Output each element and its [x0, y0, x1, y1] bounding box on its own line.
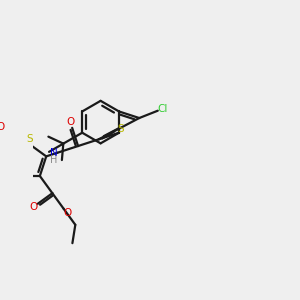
Text: H: H: [50, 155, 58, 165]
Text: Cl: Cl: [157, 104, 167, 114]
Text: N: N: [50, 148, 58, 158]
Text: S: S: [26, 134, 33, 145]
Text: O: O: [63, 208, 71, 218]
Text: O: O: [0, 122, 5, 132]
Text: O: O: [66, 117, 74, 127]
Text: S: S: [117, 124, 124, 134]
Text: O: O: [29, 202, 37, 212]
